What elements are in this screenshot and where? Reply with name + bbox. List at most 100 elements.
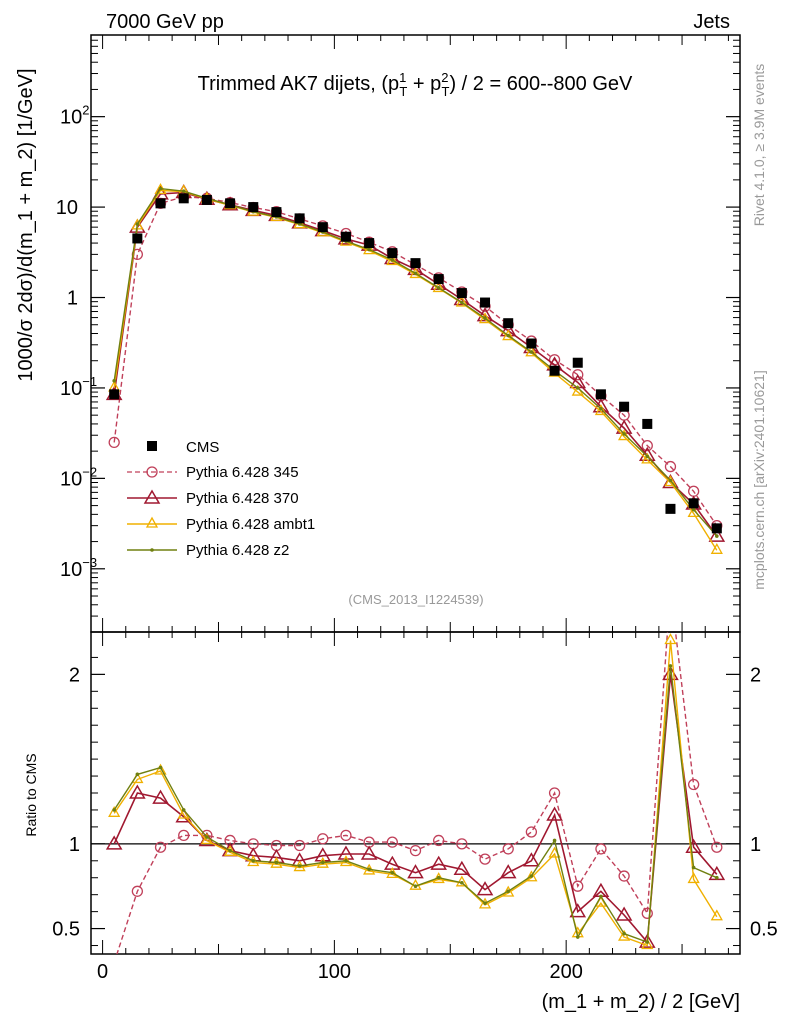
ratio-panel-frame bbox=[90, 631, 741, 955]
data-point bbox=[618, 429, 631, 441]
main-series-group bbox=[105, 183, 726, 554]
legend: CMS Pythia 6.428 345 Pythia 6.428 370 Py… bbox=[127, 439, 315, 559]
data-point bbox=[105, 835, 123, 850]
data-point bbox=[340, 231, 351, 242]
analysis-id: (CMS_2013_I1224539) bbox=[348, 592, 483, 607]
data-point bbox=[619, 401, 630, 412]
data-point bbox=[641, 440, 653, 452]
data-point bbox=[320, 860, 325, 865]
data-point bbox=[460, 881, 464, 885]
data-point bbox=[430, 855, 447, 870]
legend-item-370: Pythia 6.428 370 bbox=[127, 489, 299, 507]
data-point bbox=[476, 881, 494, 896]
data-point bbox=[549, 365, 560, 376]
data-point bbox=[456, 288, 467, 299]
ytick-exp: 2 bbox=[82, 103, 89, 118]
legend-marker-ambt1 bbox=[145, 516, 159, 528]
data-point bbox=[687, 872, 700, 884]
data-point bbox=[390, 258, 395, 262]
data-point bbox=[453, 860, 471, 876]
data-point bbox=[622, 432, 626, 436]
data-point bbox=[158, 186, 163, 191]
data-point bbox=[618, 929, 631, 941]
data-point bbox=[413, 884, 418, 889]
data-point bbox=[317, 222, 328, 233]
data-point bbox=[455, 875, 468, 887]
ytick-label: 10 bbox=[56, 197, 78, 219]
data-point bbox=[575, 935, 580, 939]
rivet-version-label: Rivet 4.1.0, ≥ 3.9M events bbox=[751, 64, 767, 227]
data-point bbox=[506, 889, 511, 894]
data-point bbox=[575, 386, 580, 390]
ytick-base: 1 bbox=[67, 288, 78, 310]
data-point bbox=[112, 808, 116, 812]
ratio-ytick-label: 2 bbox=[69, 664, 80, 686]
ratio-ytick-label: 0.5 bbox=[52, 919, 80, 941]
xtick-label: 100 bbox=[318, 961, 351, 983]
ratio-axis-ticks: 0 100 200 0.5 0.5 1 1 2 2 bbox=[52, 632, 778, 983]
data-point bbox=[529, 874, 534, 878]
data-point bbox=[691, 507, 696, 512]
data-point bbox=[548, 787, 561, 799]
data-point bbox=[154, 841, 167, 853]
data-point bbox=[364, 238, 375, 249]
data-point bbox=[407, 864, 424, 879]
ratio-ytick-label-right: 2 bbox=[750, 664, 761, 686]
data-point bbox=[132, 233, 143, 244]
data-point bbox=[618, 870, 630, 882]
data-point bbox=[135, 222, 140, 226]
data-point bbox=[271, 207, 282, 218]
data-point bbox=[158, 765, 163, 770]
data-point bbox=[523, 852, 540, 867]
data-point bbox=[546, 806, 563, 821]
ratio-ytick-label-right: 0.5 bbox=[750, 919, 778, 941]
data-point bbox=[711, 523, 722, 534]
title-plus: + p bbox=[407, 73, 441, 95]
ytick-base: 10 bbox=[60, 107, 82, 129]
data-point bbox=[436, 286, 441, 290]
data-point bbox=[344, 858, 348, 863]
legend-item-cms: CMS bbox=[147, 439, 219, 456]
data-point bbox=[595, 843, 607, 855]
data-point bbox=[645, 454, 650, 459]
legend-label-cms: CMS bbox=[186, 439, 219, 456]
legend-marker-z2 bbox=[150, 548, 154, 552]
ytick-exp: −1 bbox=[82, 374, 97, 389]
title-suffix: ) / 2 = 600--800 GeV bbox=[449, 73, 633, 95]
ratio-series-group bbox=[105, 632, 726, 954]
data-point bbox=[248, 202, 259, 213]
legend-label-ambt1: Pythia 6.428 ambt1 bbox=[186, 516, 315, 533]
data-point bbox=[615, 906, 633, 921]
ytick-exp: −2 bbox=[82, 464, 97, 479]
ytick-label: 102 bbox=[60, 103, 89, 129]
ratio-ytick-label-right: 1 bbox=[750, 834, 761, 856]
data-point bbox=[525, 826, 538, 838]
data-point bbox=[228, 848, 232, 853]
title-sub1: T bbox=[399, 84, 407, 99]
ratio-line-p370 bbox=[113, 674, 718, 945]
data-point bbox=[478, 897, 492, 909]
data-point bbox=[710, 909, 723, 921]
data-point bbox=[599, 406, 603, 411]
data-point bbox=[413, 271, 418, 276]
data-point bbox=[387, 248, 398, 259]
data-point bbox=[529, 350, 534, 354]
data-point bbox=[478, 312, 492, 324]
data-point bbox=[642, 418, 653, 429]
series-line-z2 bbox=[113, 187, 718, 537]
data-point bbox=[201, 194, 212, 205]
data-point bbox=[109, 389, 120, 400]
data-point bbox=[112, 378, 116, 383]
ratio-ytick-label: 1 bbox=[69, 834, 80, 856]
data-point bbox=[691, 865, 696, 870]
data-point bbox=[572, 880, 584, 892]
data-point bbox=[572, 369, 584, 381]
data-point bbox=[483, 316, 487, 321]
data-point bbox=[711, 841, 723, 853]
ratio-line-ambt1 bbox=[113, 640, 718, 947]
data-point bbox=[664, 475, 677, 487]
data-point bbox=[317, 833, 329, 845]
data-point bbox=[641, 938, 654, 950]
data-point bbox=[135, 772, 140, 777]
